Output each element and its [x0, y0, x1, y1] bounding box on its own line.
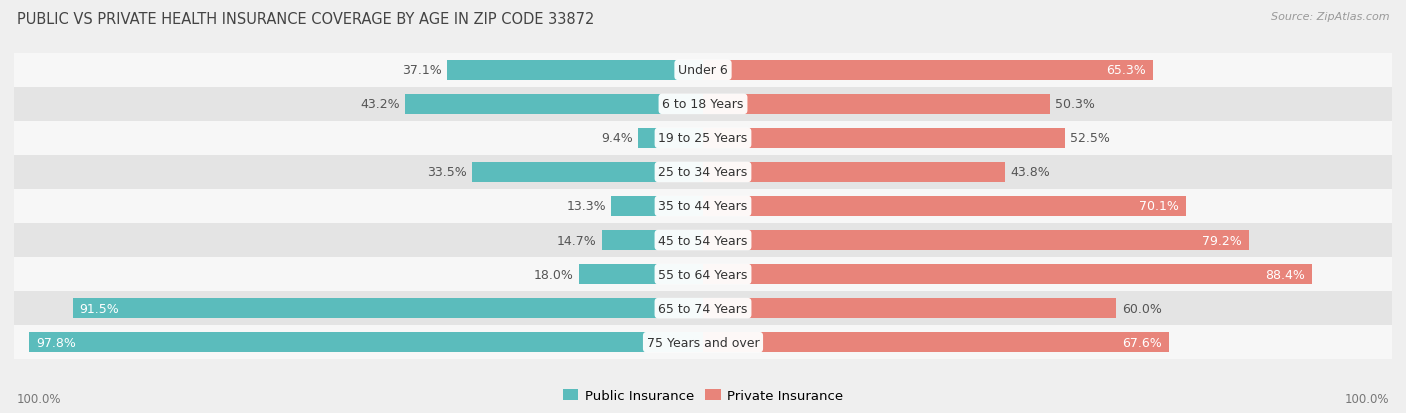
Text: 18.0%: 18.0% — [534, 268, 574, 281]
Bar — [14, 257, 1392, 292]
Legend: Public Insurance, Private Insurance: Public Insurance, Private Insurance — [557, 384, 849, 408]
Bar — [703, 163, 1005, 183]
Text: 67.6%: 67.6% — [1122, 336, 1161, 349]
Bar — [14, 190, 1392, 223]
Text: 45 to 54 Years: 45 to 54 Years — [658, 234, 748, 247]
Bar — [14, 88, 1392, 121]
Text: 55 to 64 Years: 55 to 64 Years — [658, 268, 748, 281]
Bar — [703, 95, 1049, 114]
Text: 70.1%: 70.1% — [1139, 200, 1180, 213]
Text: 43.8%: 43.8% — [1011, 166, 1050, 179]
Text: 100.0%: 100.0% — [17, 392, 62, 405]
Bar — [703, 230, 1249, 250]
Text: 79.2%: 79.2% — [1202, 234, 1241, 247]
Bar — [703, 265, 1312, 284]
Text: 33.5%: 33.5% — [427, 166, 467, 179]
Bar — [703, 61, 1153, 81]
Text: 100.0%: 100.0% — [1344, 392, 1389, 405]
Bar — [73, 299, 703, 318]
Text: 9.4%: 9.4% — [600, 132, 633, 145]
Text: 50.3%: 50.3% — [1054, 98, 1095, 111]
Text: Source: ZipAtlas.com: Source: ZipAtlas.com — [1271, 12, 1389, 22]
Bar — [612, 197, 703, 216]
Text: 65 to 74 Years: 65 to 74 Years — [658, 302, 748, 315]
Text: 97.8%: 97.8% — [37, 336, 76, 349]
Bar — [703, 129, 1064, 148]
Bar — [703, 197, 1185, 216]
Text: 52.5%: 52.5% — [1070, 132, 1111, 145]
Bar — [602, 230, 703, 250]
Text: 19 to 25 Years: 19 to 25 Years — [658, 132, 748, 145]
Bar — [638, 129, 703, 148]
Text: 43.2%: 43.2% — [360, 98, 399, 111]
Text: 14.7%: 14.7% — [557, 234, 596, 247]
Bar — [472, 163, 703, 183]
Bar — [14, 156, 1392, 190]
Text: 88.4%: 88.4% — [1265, 268, 1305, 281]
Bar — [14, 54, 1392, 88]
Text: PUBLIC VS PRIVATE HEALTH INSURANCE COVERAGE BY AGE IN ZIP CODE 33872: PUBLIC VS PRIVATE HEALTH INSURANCE COVER… — [17, 12, 595, 27]
Text: 37.1%: 37.1% — [402, 64, 441, 77]
Bar — [579, 265, 703, 284]
Text: 13.3%: 13.3% — [567, 200, 606, 213]
Text: 25 to 34 Years: 25 to 34 Years — [658, 166, 748, 179]
Bar — [447, 61, 703, 81]
Bar — [703, 332, 1168, 352]
Bar — [14, 121, 1392, 156]
Bar — [405, 95, 703, 114]
Bar — [14, 292, 1392, 325]
Bar — [14, 223, 1392, 257]
Bar — [30, 332, 703, 352]
Text: 75 Years and over: 75 Years and over — [647, 336, 759, 349]
Text: 6 to 18 Years: 6 to 18 Years — [662, 98, 744, 111]
Bar — [703, 299, 1116, 318]
Text: 91.5%: 91.5% — [80, 302, 120, 315]
Bar — [14, 325, 1392, 359]
Text: Under 6: Under 6 — [678, 64, 728, 77]
Text: 60.0%: 60.0% — [1122, 302, 1161, 315]
Text: 65.3%: 65.3% — [1107, 64, 1146, 77]
Text: 35 to 44 Years: 35 to 44 Years — [658, 200, 748, 213]
